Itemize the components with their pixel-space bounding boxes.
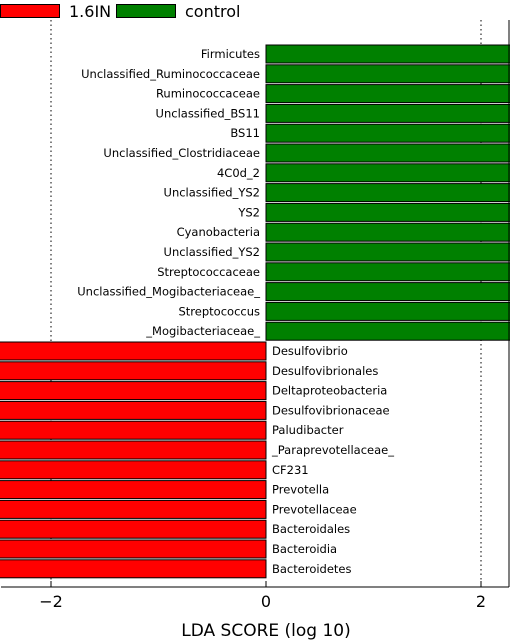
x-axis-label: LDA SCORE (log 10)	[181, 621, 351, 641]
bar	[265, 84, 510, 104]
bar	[265, 262, 510, 282]
bar	[265, 282, 510, 302]
bar-label: Prevotella	[272, 483, 329, 497]
bar-label: Paludibacter	[272, 423, 344, 437]
bar-label: Desulfovibrionaceae	[272, 403, 390, 417]
bar	[265, 44, 510, 64]
bar	[265, 202, 510, 222]
bar-label: _Paraprevotellaceae_	[271, 443, 394, 457]
bar-label: Unclassified_Clostridiaceae	[103, 146, 260, 160]
bar-label: Unclassified_YS2	[164, 245, 260, 259]
bar	[265, 301, 510, 321]
bar-label: Deltaproteobacteria	[272, 384, 387, 398]
x-tick-label: 0	[261, 592, 271, 611]
bar-label: 4C0d_2	[217, 166, 260, 180]
bar-label: YS2	[237, 205, 260, 219]
bar	[265, 242, 510, 262]
bar	[265, 183, 510, 203]
bar-label: Desulfovibrio	[272, 344, 348, 358]
bar	[0, 440, 267, 460]
bar-label: _Mogibacteriaceae_	[145, 324, 260, 338]
bar	[0, 480, 267, 500]
bar	[0, 400, 267, 420]
bar	[0, 519, 267, 539]
bar	[0, 559, 267, 579]
bar-label: Desulfovibrionales	[272, 364, 378, 378]
bar-label: Bacteroidales	[272, 522, 350, 536]
bar	[265, 123, 510, 143]
bar	[0, 539, 267, 559]
bar-label: Unclassified_Mogibacteriaceae_	[77, 285, 260, 299]
bar-label: Cyanobacteria	[177, 225, 260, 239]
bar	[0, 499, 267, 519]
bar	[265, 143, 510, 163]
bar	[265, 64, 510, 84]
bar-label: Firmicutes	[201, 47, 260, 61]
bar	[0, 460, 267, 480]
x-tick-label: −2	[39, 592, 63, 611]
bar-label: Ruminococcaceae	[156, 87, 260, 101]
bar	[0, 361, 267, 381]
bar-label: BS11	[230, 126, 260, 140]
x-tick-label: 2	[476, 592, 486, 611]
bar-label: Bacteroidia	[272, 542, 337, 556]
legend-swatch-control	[116, 4, 176, 18]
bar-label: Streptococcaceae	[157, 265, 260, 279]
bar-label: Unclassified_YS2	[164, 186, 260, 200]
bar	[0, 420, 267, 440]
bar-label: Streptococcus	[179, 304, 261, 318]
bar	[0, 381, 267, 401]
bar-label: Unclassified_BS11	[156, 106, 260, 120]
bar	[265, 321, 510, 341]
bar-label: Prevotellaceae	[272, 502, 357, 516]
bar	[0, 341, 267, 361]
bar	[265, 163, 510, 183]
plot-area: Firmicutes Unclassified_Ruminococcaceae Ru…	[0, 20, 510, 611]
legend-label-control: control	[185, 2, 241, 21]
bar	[265, 222, 510, 242]
bar	[265, 103, 510, 123]
bar-label: CF231	[272, 463, 309, 477]
bar-label: Unclassified_Ruminococcaceae	[81, 67, 260, 81]
legend-swatch-1-6in	[0, 4, 60, 18]
legend-label-1-6in: 1.6IN	[69, 2, 112, 21]
bar-label: Bacteroidetes	[272, 562, 352, 576]
